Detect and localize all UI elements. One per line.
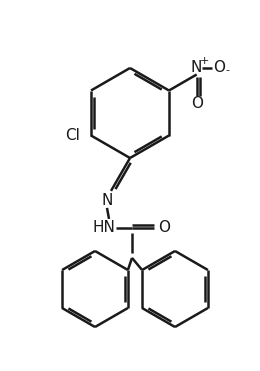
Text: -: -: [226, 66, 230, 76]
Text: O: O: [191, 96, 203, 111]
Text: N: N: [191, 60, 202, 75]
Text: +: +: [200, 56, 209, 66]
Text: O: O: [213, 60, 225, 75]
Text: N: N: [101, 193, 113, 209]
Text: O: O: [158, 220, 170, 236]
Text: HN: HN: [93, 220, 115, 236]
Text: Cl: Cl: [66, 128, 80, 143]
